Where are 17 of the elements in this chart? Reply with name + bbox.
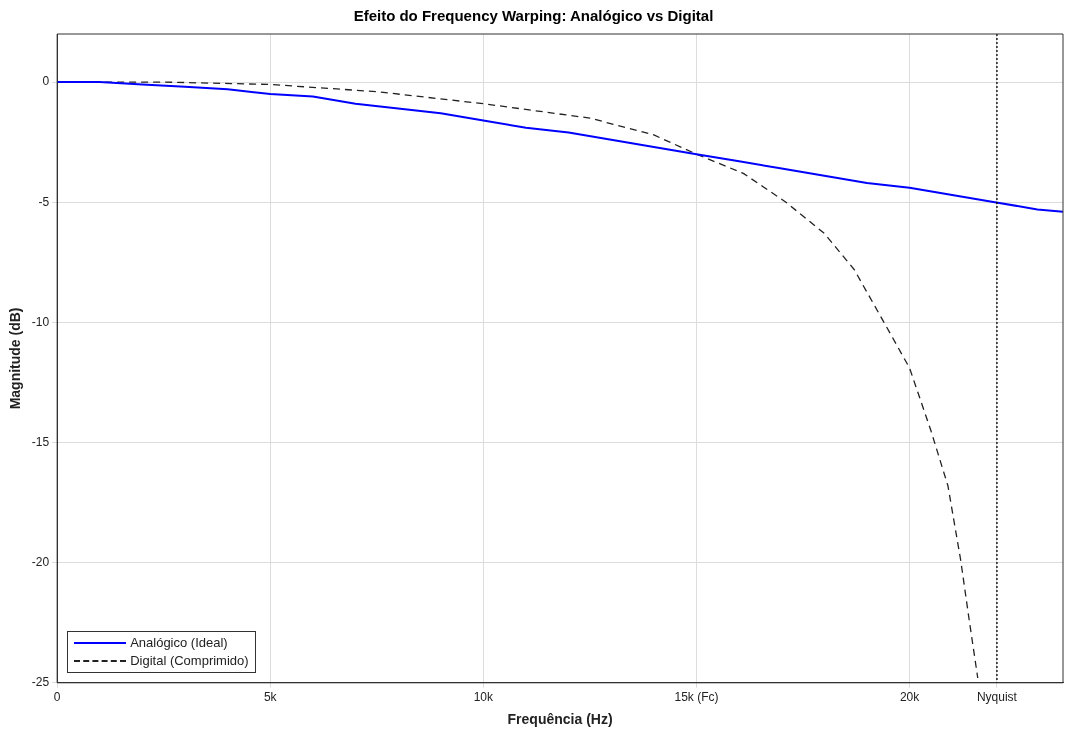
chart-title: Efeito do Frequency Warping: Analógico vs Digital	[353, 7, 714, 25]
x-tick-label: Nyquist	[976, 690, 1018, 705]
x-tick-label: 20k	[899, 690, 921, 705]
x-tick-label: 5k	[263, 690, 278, 705]
legend-label: Analógico (Ideal)	[130, 635, 228, 651]
legend-label: Digital (Comprimido)	[130, 653, 249, 669]
y-tick-label: -25	[31, 675, 50, 690]
x-tick-label: 15k (Fc)	[674, 690, 719, 705]
x-tick-label: 0	[53, 690, 61, 705]
y-tick-label: 0	[42, 74, 50, 89]
y-tick-label: -10	[31, 314, 50, 329]
y-tick-label: -15	[31, 434, 50, 449]
x-axis-title: Frequência (Hz)	[507, 711, 613, 728]
y-tick-label: -20	[31, 554, 50, 569]
y-axis-title: Magnitude (dB)	[7, 307, 24, 410]
x-tick-label: 10k	[473, 690, 495, 705]
y-tick-label: -5	[38, 194, 50, 209]
